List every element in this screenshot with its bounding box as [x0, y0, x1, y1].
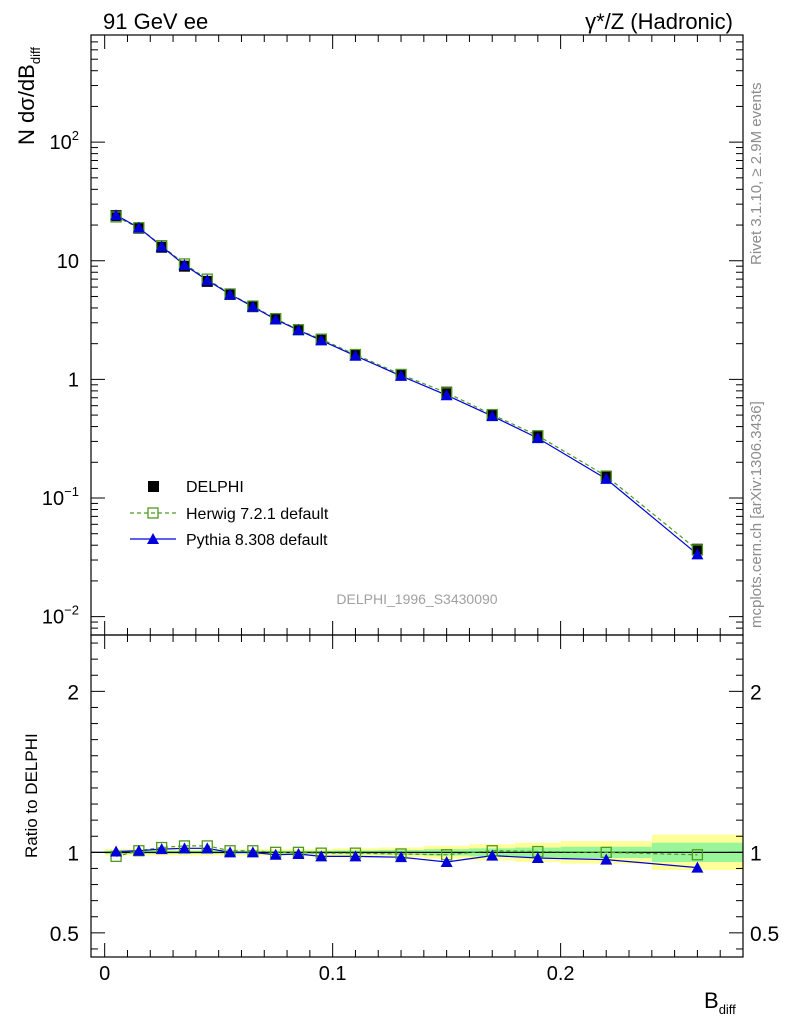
pythia-point-ratio: [155, 843, 168, 855]
y-tick-label-exponent: −1: [64, 484, 79, 499]
pythia-point-ratio: [691, 861, 704, 873]
pythia-point-ratio: [292, 847, 305, 859]
pythia-point-ratio: [269, 848, 282, 860]
y-tick-label-exponent: −2: [64, 603, 79, 618]
pythia-point-ratio: [132, 844, 145, 856]
pythia-point-ratio: [531, 851, 544, 863]
herwig-point-ratio: [691, 849, 704, 861]
pythia-point-ratio: [395, 851, 408, 863]
legend: DELPHI Herwig 7.2.1 default Pythia 8.308…: [130, 479, 329, 549]
y-tick-label-base: 10: [42, 488, 64, 510]
side-text-lower: mcplots.cern.ch [arXiv:1306.3436]: [748, 401, 765, 628]
x-axis-label-base: B: [704, 988, 719, 1013]
y-tick-label-main: 10: [57, 251, 79, 273]
side-text-upper: Rivet 3.1.10, ≥ 2.9M events: [748, 83, 765, 266]
y-tick-label-ratio-right: 2: [750, 681, 762, 704]
y-tick-label-main: 1: [68, 369, 79, 391]
x-axis-label: Bdiff: [704, 988, 736, 1017]
x-tick-label: 0.2: [547, 963, 575, 985]
y-tick-label-base: 10: [42, 607, 64, 629]
x-tick-label: 0: [99, 963, 110, 985]
y-axis-label-main-base: N dσ/dB: [14, 64, 39, 145]
pythia-point-main: [600, 472, 613, 484]
x-tick-label: 0.1: [319, 963, 347, 985]
legend-marker-pythia: [147, 533, 159, 544]
pythia-line-main: [115, 214, 698, 555]
pythia-point-main: [201, 274, 214, 286]
pythia-point-ratio: [440, 856, 453, 868]
pythia-point-main: [691, 548, 704, 560]
pythia-point-main: [224, 288, 237, 300]
series-markers: [110, 209, 704, 873]
legend-marker-data: [148, 481, 159, 492]
pythia-point-main: [269, 313, 282, 325]
legend-marker-herwig: [147, 507, 159, 519]
pythia-point-ratio: [486, 849, 499, 861]
y-tick-label-main: 102: [50, 128, 79, 154]
pythia-point-ratio: [246, 846, 259, 858]
y-tick-label-base: 10: [50, 132, 72, 154]
y-tick-label-ratio-right: 0.5: [750, 923, 779, 946]
y-tick-label-ratio-right: 1: [750, 842, 762, 865]
y-tick-label-main: 10−2: [42, 603, 79, 629]
y-tick-label-exponent: 2: [72, 128, 79, 143]
y-axis-label-main: N dσ/dBdiff: [14, 47, 43, 145]
pythia-point-main: [531, 432, 544, 444]
pythia-point-main: [178, 259, 191, 271]
pythia-point-main: [486, 410, 499, 422]
pythia-point-ratio: [224, 846, 237, 858]
pythia-point-ratio: [349, 850, 362, 862]
legend-label-pythia: Pythia 8.308 default: [186, 532, 328, 549]
pythia-point-ratio: [600, 853, 613, 865]
pythia-point-ratio: [178, 842, 191, 854]
analysis-id: DELPHI_1996_S3430090: [336, 591, 497, 607]
pythia-point-ratio: [315, 850, 328, 862]
y-axis-label-ratio: Ratio to DELPHI: [22, 733, 41, 858]
herwig-line-main: [115, 216, 698, 551]
y-axis-label-main-sub: diff: [28, 47, 43, 64]
pythia-point-main: [292, 324, 305, 336]
legend-label-herwig: Herwig 7.2.1 default: [186, 506, 329, 523]
y-tick-label-ratio-left: 2: [67, 681, 79, 704]
header-right: γ*/Z (Hadronic): [585, 9, 733, 34]
y-tick-label-ratio-left: 0.5: [50, 923, 79, 946]
y-tick-label-base: 10: [57, 251, 79, 273]
y-tick-label-ratio-left: 1: [67, 842, 79, 865]
x-axis-label-sub: diff: [719, 1002, 736, 1017]
pythia-point-main: [132, 221, 145, 233]
pythia-point-main: [315, 334, 328, 346]
ratio-frame: [90, 634, 744, 958]
pythia-point-main: [110, 209, 123, 221]
y-tick-label-base: 1: [68, 369, 79, 391]
pythia-point-main: [349, 349, 362, 361]
pythia-point-ratio: [201, 842, 214, 854]
pythia-point-main: [155, 240, 168, 252]
pythia-point-ratio: [110, 845, 123, 857]
legend-label-data: DELPHI: [186, 479, 244, 496]
pythia-point-main: [246, 300, 259, 312]
header-left: 91 GeV ee: [103, 9, 208, 34]
pythia-point-main: [395, 369, 408, 381]
axis-ticks: [91, 34, 744, 957]
pythia-point-main: [440, 389, 453, 401]
y-tick-label-main: 10−1: [42, 484, 79, 510]
